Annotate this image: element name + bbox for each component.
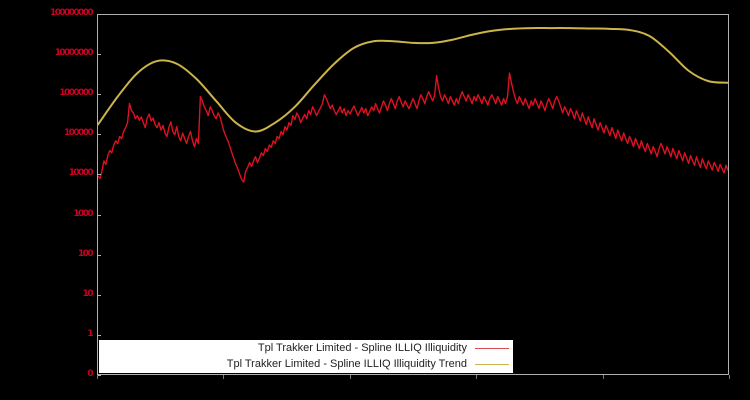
legend-swatch-trend bbox=[475, 363, 509, 365]
y-tick-label: 100 bbox=[78, 248, 94, 259]
y-tick-label: 1000 bbox=[73, 208, 93, 219]
x-tick-mark bbox=[350, 375, 351, 379]
y-tick-mark bbox=[97, 215, 101, 216]
y-tick-mark bbox=[97, 255, 101, 256]
y-tick-mark bbox=[97, 375, 101, 376]
y-tick-label: 100000000 bbox=[50, 8, 94, 18]
y-axis-tick-labels: 0 1 10 100 1000 10000 100000 1000000 10000000 100… bbox=[0, 0, 94, 400]
legend-entry-trend: Tpl Trakker Limited - Spline ILLIQ Illiq… bbox=[99, 356, 513, 372]
y-tick-label: 0 bbox=[87, 369, 93, 379]
y-tick-mark bbox=[97, 134, 101, 135]
legend-entry-illiquidity: Tpl Trakker Limited - Spline ILLIQ Illiq… bbox=[99, 340, 513, 356]
x-tick-mark bbox=[476, 375, 477, 379]
y-tick-label: 1 bbox=[87, 328, 93, 339]
x-tick-mark bbox=[97, 375, 98, 379]
plot-area bbox=[97, 14, 729, 375]
y-tick-mark bbox=[97, 335, 101, 336]
y-tick-mark bbox=[97, 54, 101, 55]
x-tick-mark bbox=[603, 375, 604, 379]
x-tick-mark bbox=[223, 375, 224, 379]
y-tick-mark bbox=[97, 174, 101, 175]
series-line-trend bbox=[98, 27, 728, 133]
y-tick-label: 10000 bbox=[68, 168, 94, 179]
legend-label-trend: Tpl Trakker Limited - Spline ILLIQ Illiq… bbox=[226, 358, 467, 370]
legend-swatch-illiquidity bbox=[475, 347, 509, 349]
series-canvas bbox=[98, 27, 728, 183]
y-tick-label: 100000 bbox=[64, 128, 94, 139]
y-tick-label: 10 bbox=[82, 288, 94, 299]
legend-label-illiquidity: Tpl Trakker Limited - Spline ILLIQ Illiq… bbox=[257, 342, 467, 354]
x-tick-mark bbox=[729, 375, 730, 379]
y-tick-mark bbox=[97, 94, 101, 95]
y-tick-label: 1000000 bbox=[59, 88, 93, 99]
y-tick-mark bbox=[97, 14, 101, 15]
y-tick-label: 10000000 bbox=[54, 48, 94, 59]
chart-legend: Tpl Trakker Limited - Spline ILLIQ Illiq… bbox=[99, 340, 513, 373]
series-line-illiquidity bbox=[98, 72, 728, 183]
y-tick-mark bbox=[97, 295, 101, 296]
